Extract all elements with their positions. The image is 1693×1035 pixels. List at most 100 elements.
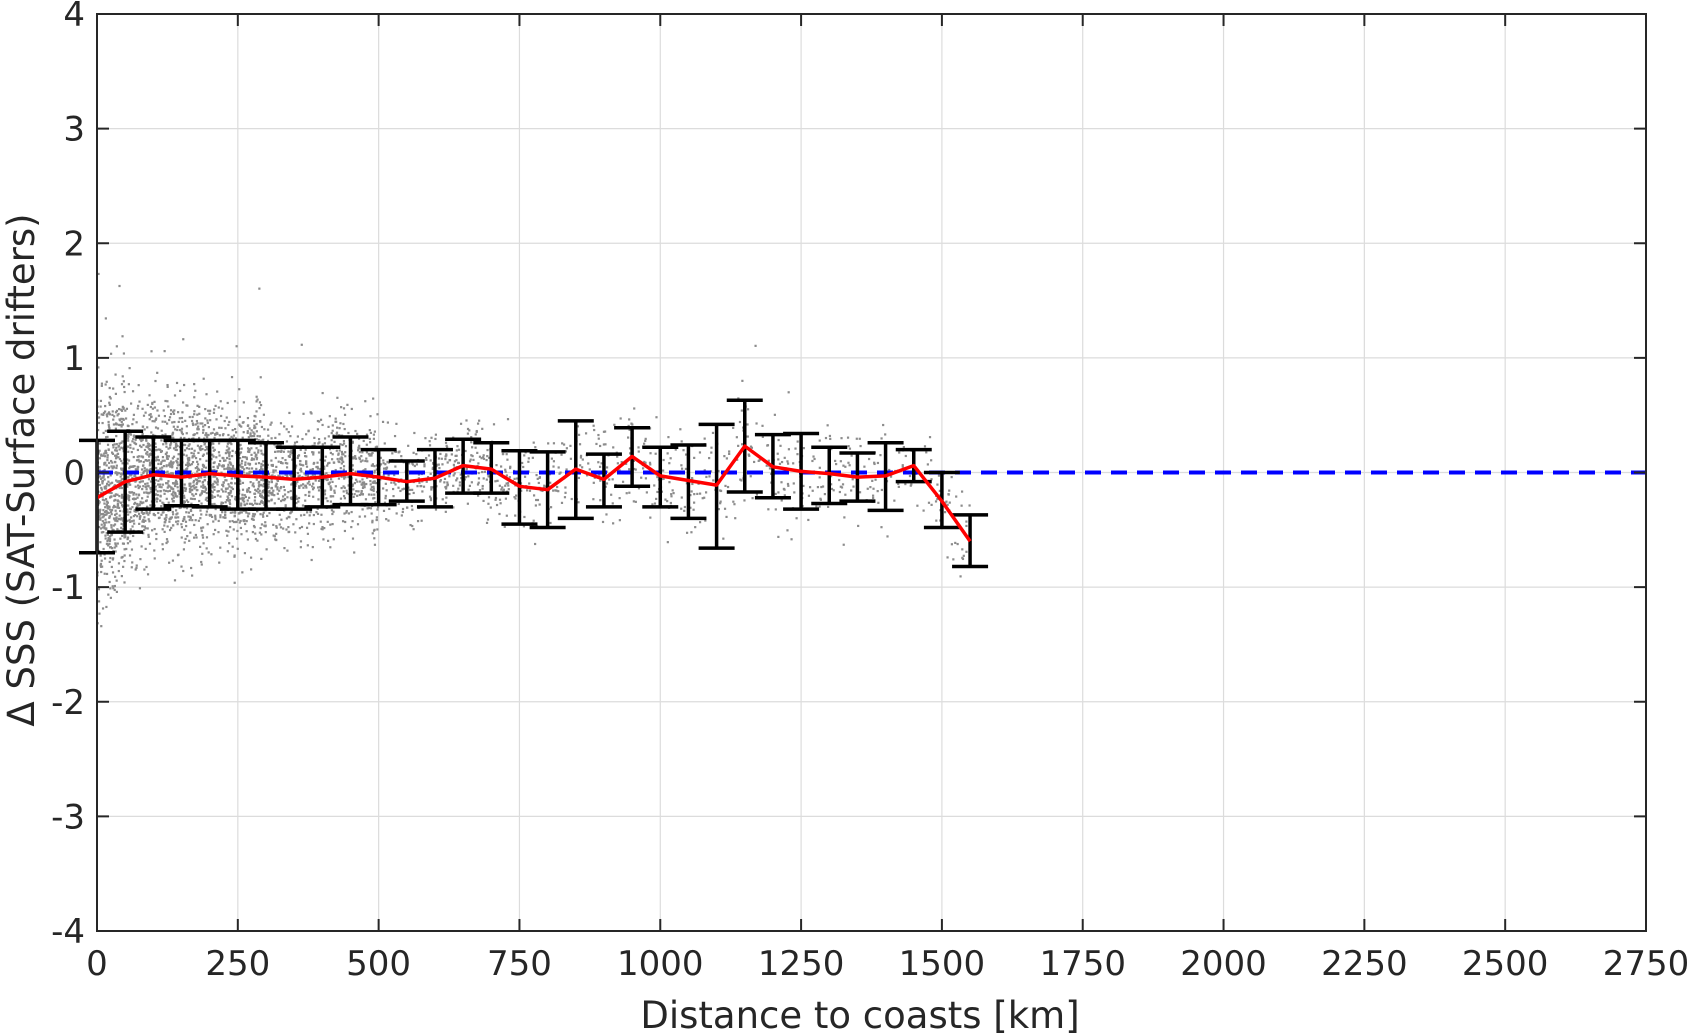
scatter-point [494, 496, 498, 500]
scatter-point [202, 453, 205, 456]
scatter-point [146, 426, 149, 429]
scatter-point [189, 508, 193, 511]
scatter-point [146, 403, 149, 407]
scatter-point [356, 480, 359, 483]
scatter-point [792, 482, 795, 485]
scatter-point [100, 488, 103, 491]
scatter-point [592, 498, 595, 501]
scatter-point [200, 563, 203, 566]
scatter-point [465, 419, 468, 422]
scatter-point [147, 455, 151, 458]
scatter-point [231, 519, 234, 523]
scatter-point [597, 433, 600, 437]
scatter-point [253, 427, 256, 430]
scatter-point [203, 443, 206, 446]
scatter-point [149, 461, 153, 465]
scatter-point [114, 575, 117, 578]
scatter-point [130, 491, 134, 494]
scatter-point [319, 467, 322, 471]
scatter-point [255, 430, 258, 433]
scatter-point [100, 559, 103, 562]
scatter-point [370, 486, 373, 489]
scatter-point [184, 520, 188, 523]
scatter-point [126, 483, 129, 486]
scatter-point [437, 463, 440, 466]
scatter-point [925, 451, 928, 454]
scatter-point [231, 428, 234, 432]
scatter-point [649, 516, 652, 519]
scatter-point [131, 390, 135, 393]
scatter-point [171, 497, 174, 500]
scatter-point [536, 498, 540, 502]
scatter-point [285, 428, 288, 431]
scatter-point [127, 450, 130, 453]
scatter-point [109, 496, 112, 499]
scatter-point [231, 437, 234, 440]
scatter-point [481, 470, 484, 474]
scatter-point [133, 435, 136, 439]
scatter-point [214, 507, 217, 511]
scatter-point [128, 507, 132, 510]
scatter-point [282, 485, 286, 489]
scatter-point [123, 390, 126, 394]
scatter-point [250, 467, 254, 470]
scatter-point [248, 450, 251, 454]
scatter-point [323, 493, 327, 496]
scatter-point [229, 467, 232, 471]
scatter-point [121, 375, 124, 378]
scatter-point [711, 431, 715, 435]
scatter-point [333, 440, 336, 444]
scatter-point [113, 494, 116, 497]
scatter-point [644, 439, 647, 442]
scatter-point [372, 480, 375, 483]
scatter-point [127, 435, 130, 438]
scatter-point [145, 468, 148, 471]
scatter-point [120, 496, 123, 499]
scatter-point [165, 541, 168, 545]
scatter-point [330, 439, 333, 442]
scatter-point [637, 450, 640, 453]
scatter-point [212, 520, 215, 523]
scatter-point [172, 412, 176, 415]
scatter-point [144, 527, 147, 530]
scatter-point [644, 477, 648, 480]
scatter-point [494, 480, 497, 483]
scatter-point [128, 495, 131, 498]
scatter-point [155, 448, 158, 452]
scatter-point [295, 440, 299, 444]
scatter-point [160, 461, 163, 464]
scatter-point [216, 490, 219, 493]
scatter-point [192, 481, 195, 484]
scatter-point [318, 420, 321, 423]
scatter-point [212, 482, 215, 486]
scatter-point [373, 496, 376, 500]
scatter-point [210, 515, 214, 519]
scatter-point [360, 455, 363, 458]
scatter-point [107, 420, 110, 424]
scatter-point [231, 511, 234, 514]
scatter-point [169, 460, 173, 463]
scatter-point [132, 497, 136, 500]
x-axis-title: Distance to coasts [km] [640, 994, 1079, 1035]
scatter-point [432, 461, 435, 465]
scatter-point [114, 411, 118, 414]
scatter-point [579, 454, 583, 457]
scatter-point [261, 439, 264, 442]
scatter-point [267, 500, 271, 503]
scatter-point [733, 503, 736, 506]
scatter-point [725, 457, 728, 460]
scatter-point [288, 411, 291, 415]
scatter-point [552, 460, 556, 463]
scatter-point [369, 441, 372, 444]
scatter-point [115, 512, 118, 515]
scatter-point [116, 542, 119, 545]
scatter-point [289, 496, 293, 499]
scatter-point [111, 452, 115, 455]
scatter-point [234, 450, 238, 454]
scatter-point [98, 525, 101, 529]
scatter-point [122, 418, 125, 421]
scatter-point [141, 438, 144, 442]
scatter-point [145, 439, 148, 442]
scatter-point [279, 461, 283, 464]
